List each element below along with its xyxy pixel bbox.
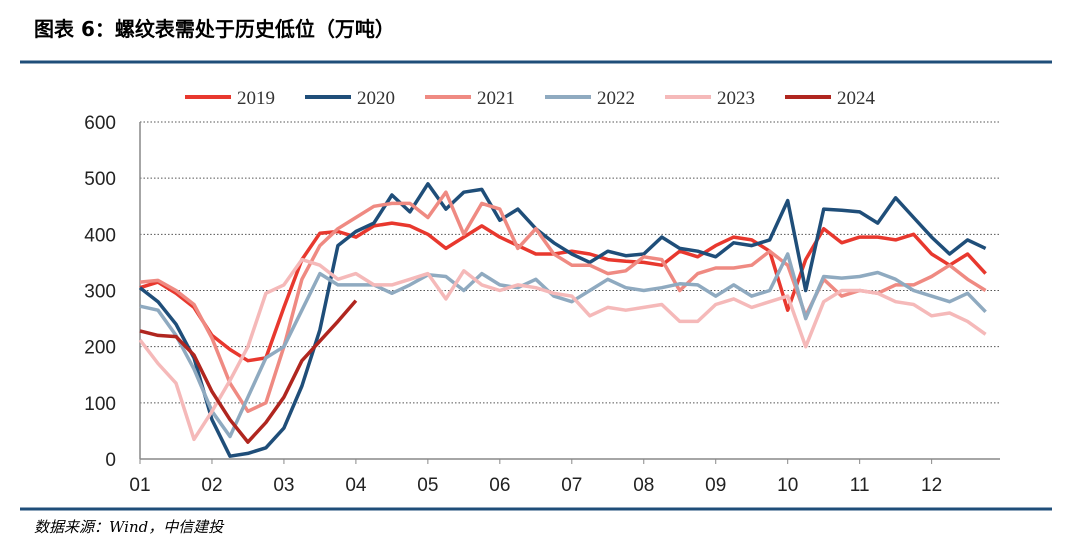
y-tick-label: 300	[84, 282, 116, 303]
y-tick-label: 200	[84, 338, 116, 359]
series-line	[138, 257, 987, 442]
x-tick-label: 07	[561, 475, 582, 496]
x-tick-label: 11	[850, 475, 870, 496]
x-tick-label: 12	[921, 475, 942, 496]
series-line	[139, 299, 358, 444]
x-tick-label: 04	[345, 475, 367, 496]
y-tick-label: 0	[105, 450, 116, 471]
legend-label: 2020	[357, 88, 395, 109]
chart-title: 图表 6：螺纹表需处于历史低位（万吨）	[34, 17, 395, 41]
y-tick-label: 600	[84, 113, 116, 134]
x-tick-label: 09	[705, 475, 726, 496]
legend-label: 2019	[237, 88, 275, 109]
y-tick-label: 100	[84, 394, 116, 415]
x-tick-label: 10	[777, 475, 798, 496]
x-tick-label: 06	[489, 475, 510, 496]
x-tick-label: 01	[129, 475, 150, 496]
x-tick-label: 03	[273, 475, 294, 496]
source-note: 数据来源：Wind，中信建投	[34, 518, 225, 536]
x-tick-label: 08	[633, 475, 654, 496]
legend-label: 2023	[717, 88, 755, 109]
legend-label: 2021	[477, 88, 515, 109]
series-line	[139, 252, 987, 439]
series-line	[139, 221, 987, 363]
x-tick-label: 02	[201, 475, 222, 496]
series-line	[139, 190, 987, 414]
x-tick-label: 05	[417, 475, 438, 496]
legend-label: 2022	[597, 88, 635, 109]
legend-label: 2024	[837, 88, 876, 109]
y-tick-label: 500	[84, 169, 116, 190]
series-line	[138, 182, 987, 458]
y-tick-label: 400	[84, 225, 116, 246]
